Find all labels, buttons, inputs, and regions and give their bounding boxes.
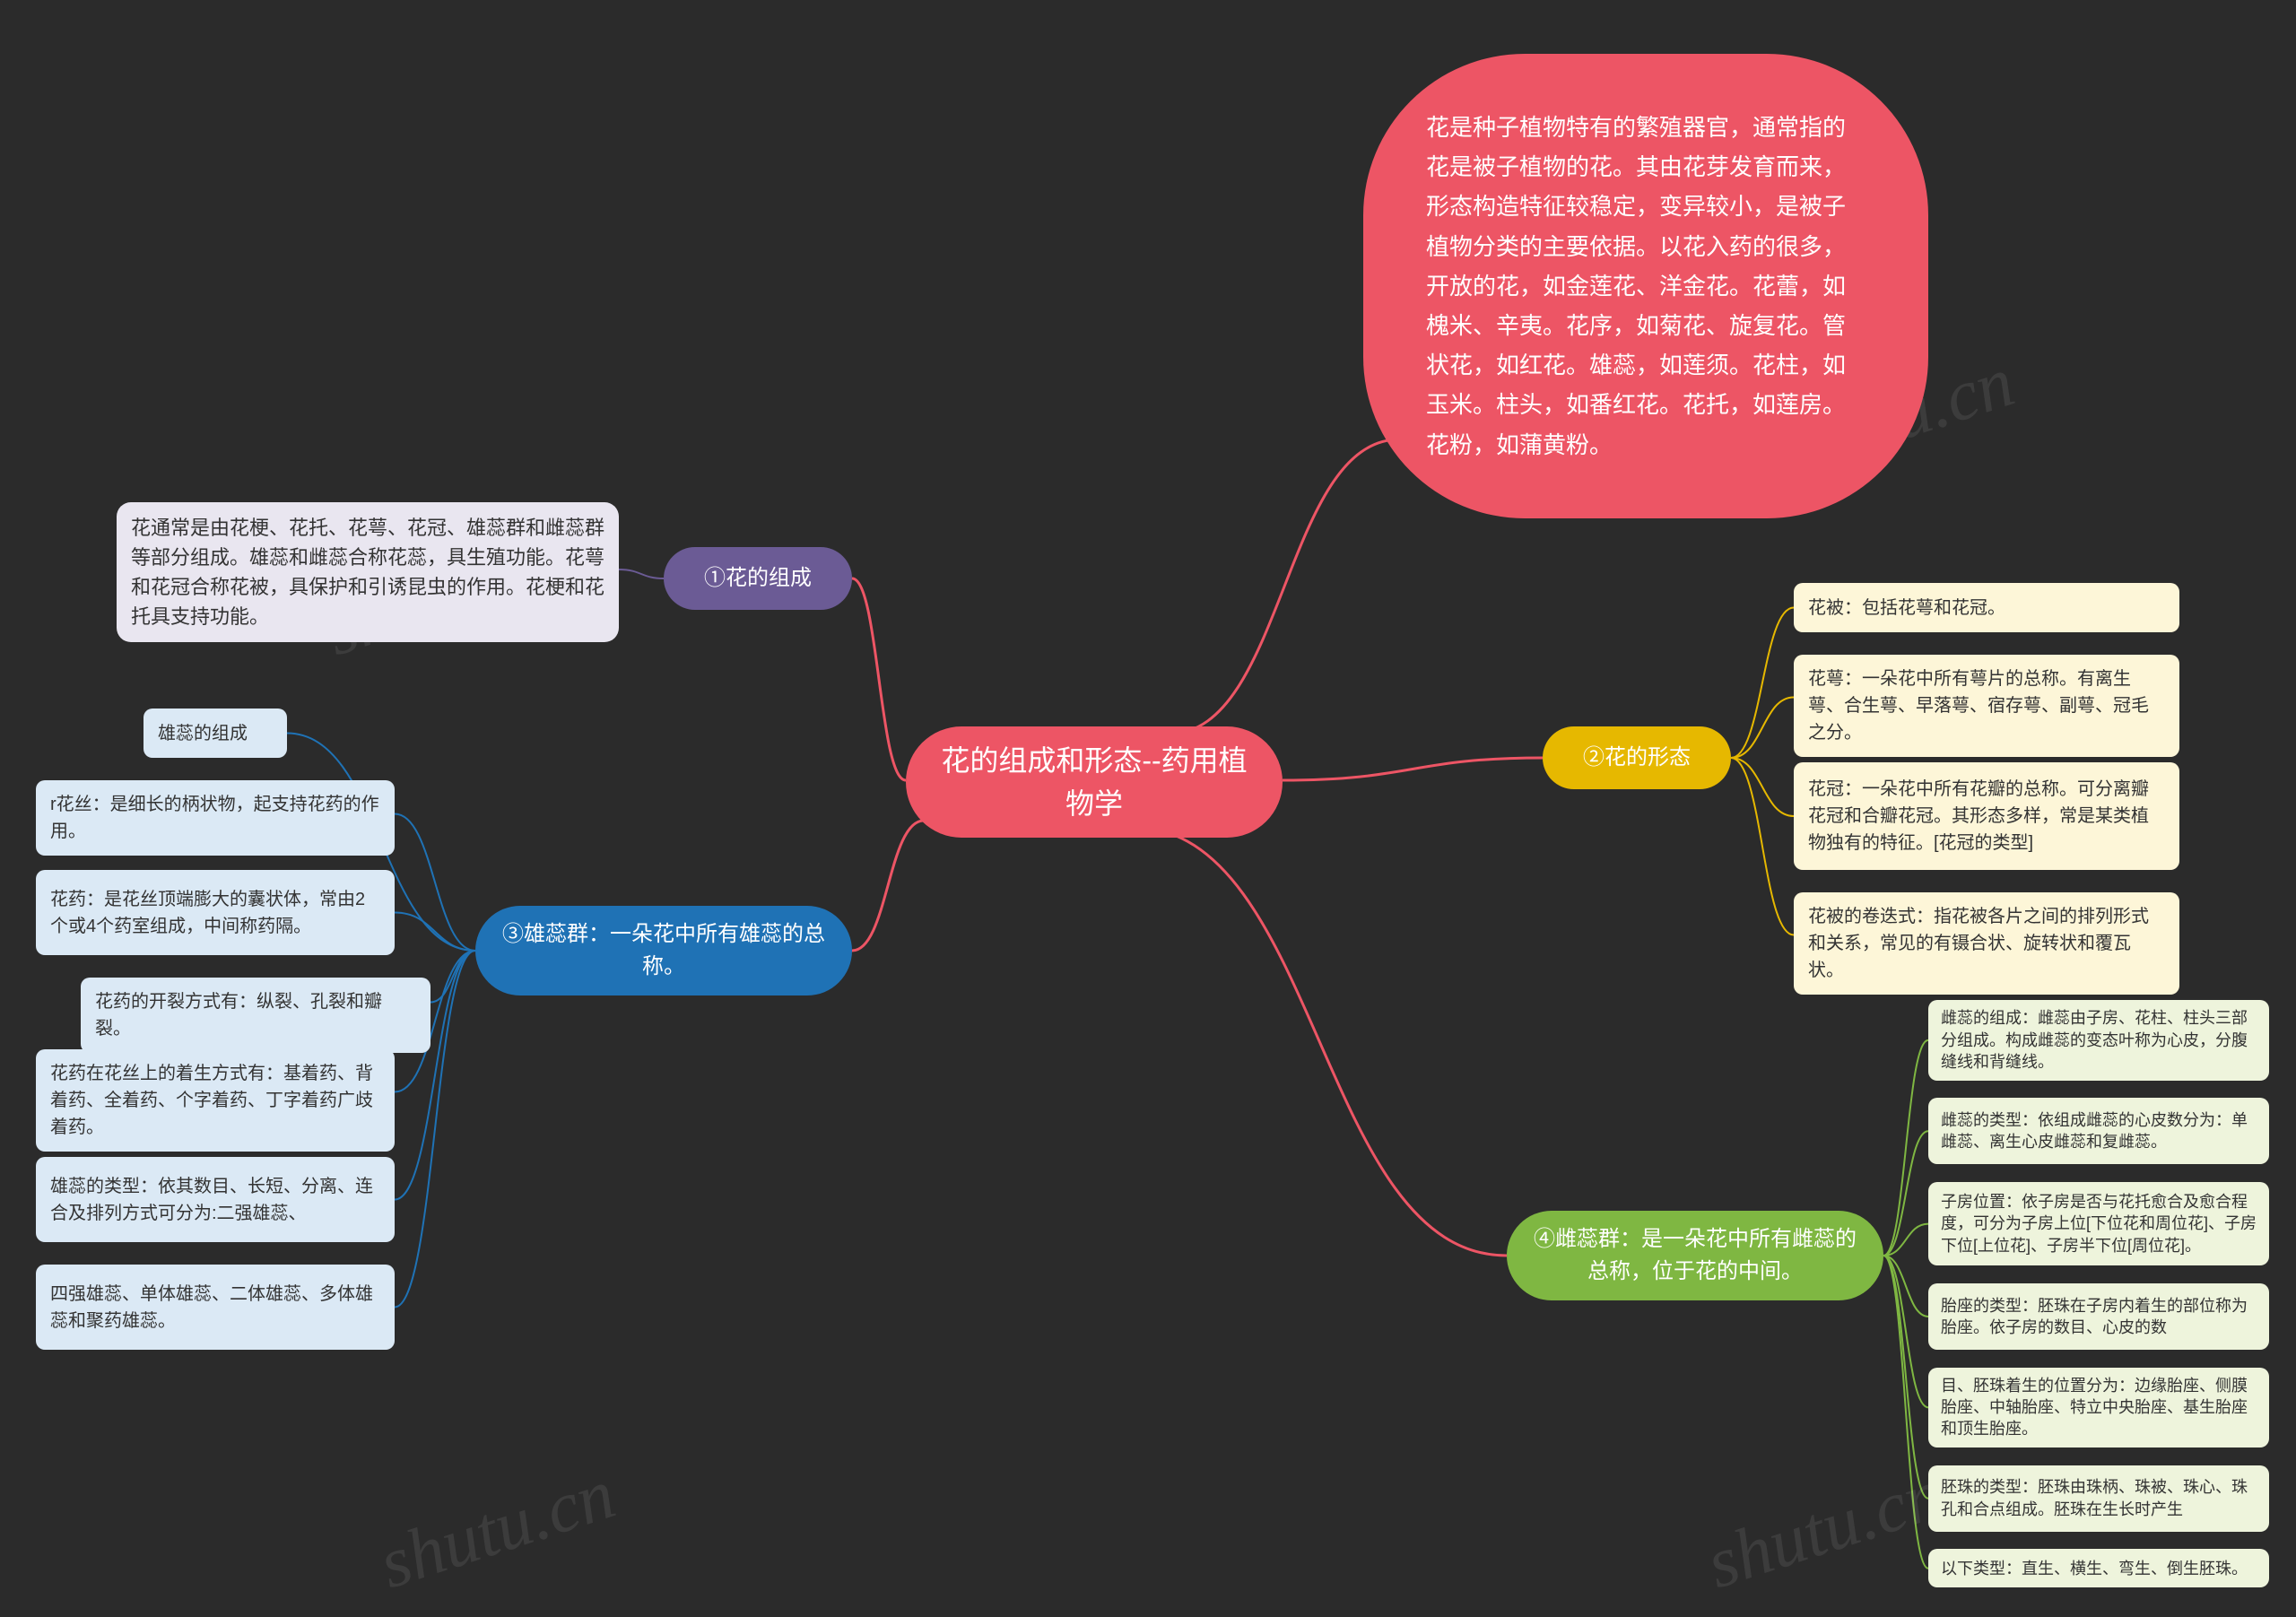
leaf-text: 雌蕊的类型：依组成雌蕊的心皮数分为：单雌蕊、离生心皮雌蕊和复雌蕊。 <box>1941 1109 2257 1153</box>
branch-3-leaf: 花药在花丝上的着生方式有：基着药、背着药、全着药、个字着药、丁字着药广歧着药。 <box>36 1049 395 1152</box>
leaf-text: 花冠：一朵花中所有花瓣的总称。可分离瓣花冠和合瓣花冠。其形态多样，常是某类植物独… <box>1808 776 2165 856</box>
branch-4-leaf: 雌蕊的类型：依组成雌蕊的心皮数分为：单雌蕊、离生心皮雌蕊和复雌蕊。 <box>1928 1098 2269 1164</box>
leaf-text: 花通常是由花梗、花托、花萼、花冠、雄蕊群和雌蕊群等部分组成。雄蕊和雌蕊合称花蕊，… <box>131 513 604 631</box>
branch-4-leaf: 胎座的类型：胚珠在子房内着生的部位称为胎座。依子房的数目、心皮的数 <box>1928 1283 2269 1350</box>
branch-2-leaf: 花冠：一朵花中所有花瓣的总称。可分离瓣花冠和合瓣花冠。其形态多样，常是某类植物独… <box>1794 762 2179 870</box>
branch-3-leaf: 雄蕊的组成 <box>144 709 287 758</box>
branch-1-leaf: 花通常是由花梗、花托、花萼、花冠、雄蕊群和雌蕊群等部分组成。雄蕊和雌蕊合称花蕊，… <box>117 502 619 642</box>
branch-3-leaf: 花药的开裂方式有：纵裂、孔裂和瓣裂。 <box>81 978 430 1053</box>
branch-3-label: ③雄蕊群：一朵花中所有雄蕊的总称。 <box>500 918 827 983</box>
leaf-text: 以下类型：直生、横生、弯生、倒生胚珠。 <box>1941 1558 2248 1579</box>
branch-2-leaf: 花萼：一朵花中所有萼片的总称。有离生萼、合生萼、早落萼、宿存萼、副萼、冠毛之分。 <box>1794 655 2179 757</box>
branch-2-label: ②花的形态 <box>1583 742 1691 774</box>
center-node[interactable]: 花的组成和形态--药用植物学 <box>906 726 1283 838</box>
intro-text: 花是种子植物特有的繁殖器官，通常指的花是被子植物的花。其由花芽发育而来，形态构造… <box>1426 108 1866 465</box>
leaf-text: r花丝：是细长的柄状物，起支持花药的作用。 <box>50 791 380 845</box>
branch-4-leaf: 以下类型：直生、横生、弯生、倒生胚珠。 <box>1928 1549 2269 1587</box>
leaf-text: 四强雄蕊、单体雄蕊、二体雄蕊、多体雄蕊和聚药雄蕊。 <box>50 1281 380 1334</box>
leaf-text: 胎座的类型：胚珠在子房内着生的部位称为胎座。依子房的数目、心皮的数 <box>1941 1295 2257 1339</box>
watermark: shutu.cn <box>370 1454 625 1606</box>
leaf-text: 花被的卷迭式：指花被各片之间的排列形式和关系，常见的有镊合状、旋转状和覆瓦状。 <box>1808 903 2165 984</box>
leaf-text: 花药：是花丝顶端膨大的囊状体，常由2个或4个药室组成，中间称药隔。 <box>50 886 380 940</box>
leaf-text: 花药的开裂方式有：纵裂、孔裂和瓣裂。 <box>95 988 416 1042</box>
branch-3-leaf: r花丝：是细长的柄状物，起支持花药的作用。 <box>36 780 395 856</box>
intro-block: 花是种子植物特有的繁殖器官，通常指的花是被子植物的花。其由花芽发育而来，形态构造… <box>1363 54 1928 518</box>
branch-1-label: ①花的组成 <box>704 562 812 595</box>
branch-2-leaf: 花被：包括花萼和花冠。 <box>1794 583 2179 632</box>
branch-4-leaf: 雌蕊的组成：雌蕊由子房、花柱、柱头三部分组成。构成雌蕊的变态叶称为心皮，分腹缝线… <box>1928 1000 2269 1081</box>
leaf-text: 胚珠的类型：胚珠由珠柄、珠被、珠心、珠孔和合点组成。胚珠在生长时产生 <box>1941 1476 2257 1520</box>
branch-4-label: ④雌蕊群：是一朵花中所有雌蕊的总称，位于花的中间。 <box>1532 1223 1858 1288</box>
leaf-text: 雄蕊的组成 <box>158 720 248 747</box>
leaf-text: 目、胚珠着生的位置分为：边缘胎座、侧膜胎座、中轴胎座、特立中央胎座、基生胎座和顶… <box>1941 1375 2257 1440</box>
center-node-label: 花的组成和形态--药用植物学 <box>931 739 1257 825</box>
branch-2-leaf: 花被的卷迭式：指花被各片之间的排列形式和关系，常见的有镊合状、旋转状和覆瓦状。 <box>1794 892 2179 995</box>
branch-4-leaf: 胚珠的类型：胚珠由珠柄、珠被、珠心、珠孔和合点组成。胚珠在生长时产生 <box>1928 1465 2269 1532</box>
branch-4-leaf: 子房位置：依子房是否与花托愈合及愈合程度，可分为子房上位[下位花和周位花]、子房… <box>1928 1182 2269 1266</box>
leaf-text: 雌蕊的组成：雌蕊由子房、花柱、柱头三部分组成。构成雌蕊的变态叶称为心皮，分腹缝线… <box>1941 1007 2257 1073</box>
branch-3-node[interactable]: ③雄蕊群：一朵花中所有雄蕊的总称。 <box>475 906 852 995</box>
branch-4-leaf: 目、胚珠着生的位置分为：边缘胎座、侧膜胎座、中轴胎座、特立中央胎座、基生胎座和顶… <box>1928 1368 2269 1448</box>
branch-4-node[interactable]: ④雌蕊群：是一朵花中所有雌蕊的总称，位于花的中间。 <box>1507 1211 1883 1300</box>
leaf-text: 雄蕊的类型：依其数目、长短、分离、连合及排列方式可分为:二强雄蕊、 <box>50 1173 380 1227</box>
branch-3-leaf: 四强雄蕊、单体雄蕊、二体雄蕊、多体雄蕊和聚药雄蕊。 <box>36 1265 395 1350</box>
branch-1-node[interactable]: ①花的组成 <box>664 547 852 610</box>
leaf-text: 花被：包括花萼和花冠。 <box>1808 595 2005 622</box>
leaf-text: 花萼：一朵花中所有萼片的总称。有离生萼、合生萼、早落萼、宿存萼、副萼、冠毛之分。 <box>1808 665 2165 746</box>
watermark: shutu.cn <box>1698 1454 1952 1606</box>
branch-2-node[interactable]: ②花的形态 <box>1543 726 1731 789</box>
branch-3-leaf: 雄蕊的类型：依其数目、长短、分离、连合及排列方式可分为:二强雄蕊、 <box>36 1157 395 1242</box>
leaf-text: 子房位置：依子房是否与花托愈合及愈合程度，可分为子房上位[下位花和周位花]、子房… <box>1941 1191 2257 1256</box>
branch-3-leaf: 花药：是花丝顶端膨大的囊状体，常由2个或4个药室组成，中间称药隔。 <box>36 870 395 955</box>
leaf-text: 花药在花丝上的着生方式有：基着药、背着药、全着药、个字着药、丁字着药广歧着药。 <box>50 1060 380 1141</box>
